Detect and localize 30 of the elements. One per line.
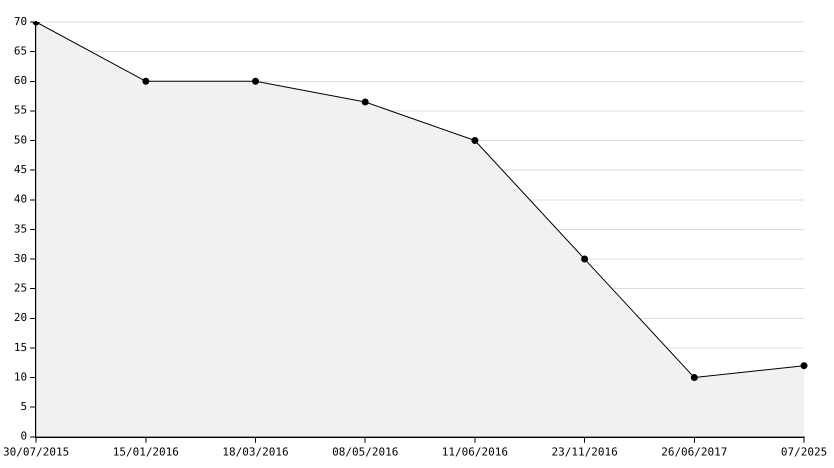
x-tick-label: 11/06/2016 — [442, 445, 508, 458]
y-tick-label: 65 — [14, 44, 28, 58]
y-tick-label: 40 — [14, 192, 28, 206]
y-tick-label: 20 — [14, 311, 28, 324]
x-tick-label: 07/2025 — [780, 445, 828, 458]
y-tick-label: 60 — [14, 74, 28, 88]
y-tick-label: 30 — [14, 252, 28, 265]
point — [581, 256, 588, 263]
x-tick-label: 18/03/2016 — [222, 445, 289, 458]
y-tick-label: 35 — [14, 222, 28, 236]
point — [362, 98, 369, 106]
x-tick-label: 15/01/2016 — [112, 445, 179, 458]
point — [252, 78, 260, 85]
y-tick-label: 55 — [14, 104, 28, 117]
x-tick-label: 08/05/2016 — [332, 445, 398, 458]
y-tick-label: 45 — [14, 163, 28, 176]
y-tick-label: 0 — [20, 430, 28, 443]
y-tick-label: 50 — [14, 133, 28, 146]
x-tick-label: 26/06/2017 — [661, 445, 728, 458]
point — [800, 362, 808, 370]
point — [690, 374, 698, 382]
x-tick-label: 30/07/2015 — [2, 445, 70, 458]
y-tick-label: 10 — [14, 370, 28, 384]
y-tick-label: 15 — [14, 340, 28, 354]
y-tick-label: 25 — [14, 282, 28, 295]
y-tick-label: 70 — [14, 14, 28, 28]
x-tick-label: 23/11/2016 — [551, 445, 618, 458]
y-tick-label: 5 — [20, 400, 28, 414]
point — [471, 137, 478, 144]
point — [142, 78, 150, 85]
